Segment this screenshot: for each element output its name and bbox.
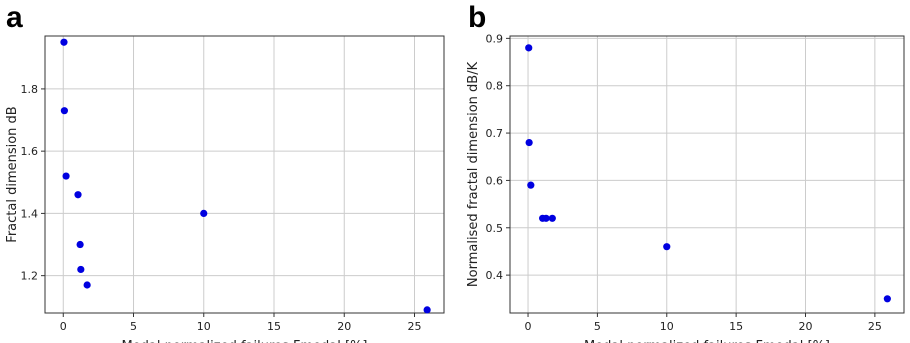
- data-point: [525, 44, 533, 52]
- data-point: [423, 306, 431, 314]
- y-tick-label: 0.8: [486, 80, 504, 93]
- data-point: [542, 214, 550, 222]
- x-tick-label: 15: [729, 320, 743, 333]
- panel-label-a: a: [6, 1, 23, 34]
- data-point: [200, 209, 208, 218]
- data-point: [83, 281, 91, 289]
- x-tick-label: 10: [197, 320, 211, 333]
- y-tick-label: 1.6: [21, 145, 39, 158]
- x-axis-title: Modal normalized failures Fmodal [%]: [584, 339, 830, 343]
- scatter-plot-b: 0 5 10 15 20 25 0.4 0.5 0.6 0.7 0.8 0.9 Modal normal…: [466, 32, 905, 343]
- x-tick-label: 10: [660, 320, 674, 333]
- y-tick-label: 0.4: [486, 269, 504, 282]
- plot-frame: [44, 35, 445, 314]
- y-tick-label: 0.5: [486, 222, 504, 235]
- panel-label-b: b: [468, 1, 487, 34]
- data-point: [60, 38, 68, 46]
- x-tick-label: 25: [868, 320, 882, 333]
- data-point: [883, 295, 891, 303]
- x-tick-label: 15: [267, 320, 281, 333]
- chart-panel-b: b 0 5 10 15 20 25 0.4 0.5 0.6 0.7 0.8 0.9 Modal norm…: [462, 0, 910, 343]
- data-point: [527, 181, 535, 189]
- y-tick-label: 0.9: [486, 32, 504, 45]
- chart-panel-a: a 0 5 10 15 20 25 1.2 1.4 1.6 1.8 Modal normalized…: [0, 0, 450, 343]
- x-tick-label: 25: [407, 320, 421, 333]
- x-tick-label: 20: [337, 320, 351, 333]
- y-tick-label: 1.2: [21, 270, 39, 283]
- data-point: [74, 191, 82, 199]
- y-tick-label: 0.6: [486, 174, 504, 187]
- x-tick-label: 0: [525, 320, 532, 333]
- x-axis-title: Modal normalized failures Fmodal [%]: [121, 339, 367, 343]
- y-tick-label: 1.8: [21, 83, 39, 96]
- plot-frame: [509, 35, 905, 314]
- y-axis-title: Normalised fractal dimension dB/K: [466, 61, 481, 287]
- data-point: [663, 243, 671, 251]
- x-tick-label: 0: [60, 320, 67, 333]
- x-tick-label: 20: [799, 320, 813, 333]
- x-tick-label: 5: [594, 320, 601, 333]
- y-axis-title: Fractal dimension dB: [5, 106, 20, 242]
- data-point: [60, 107, 68, 115]
- data-point: [77, 265, 85, 274]
- y-tick-label: 1.4: [21, 207, 39, 220]
- data-point: [548, 214, 556, 222]
- data-point: [76, 240, 84, 249]
- data-point: [525, 138, 533, 147]
- y-tick-label: 0.7: [486, 127, 504, 140]
- data-point: [62, 172, 70, 180]
- scatter-plot-a: 0 5 10 15 20 25 1.2 1.4 1.6 1.8 Modal normalized f…: [5, 35, 445, 343]
- x-tick-label: 5: [130, 320, 137, 333]
